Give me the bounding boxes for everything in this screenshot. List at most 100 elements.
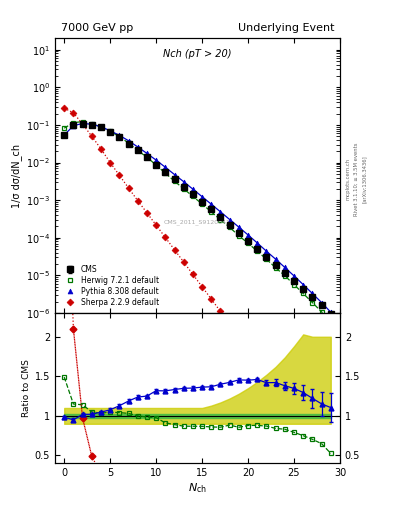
Pythia 8.308 default — [227, 217, 232, 223]
Herwig 7.2.1 default — [255, 248, 260, 254]
Herwig 7.2.1 default — [283, 272, 287, 279]
Pythia 8.308 default — [80, 120, 85, 126]
Sherpa 2.2.9 default — [181, 259, 186, 265]
Sherpa 2.2.9 default — [163, 234, 168, 241]
Sherpa 2.2.9 default — [209, 296, 214, 302]
Herwig 7.2.1 default — [117, 134, 122, 140]
Herwig 7.2.1 default — [292, 282, 296, 288]
Legend: CMS, Herwig 7.2.1 default, Pythia 8.308 default, Sherpa 2.2.9 default: CMS, Herwig 7.2.1 default, Pythia 8.308 … — [58, 262, 162, 310]
Herwig 7.2.1 default — [246, 240, 250, 246]
Herwig 7.2.1 default — [209, 209, 214, 215]
Pythia 8.308 default — [181, 179, 186, 185]
Pythia 8.308 default — [117, 132, 122, 138]
Herwig 7.2.1 default — [99, 124, 103, 130]
Pythia 8.308 default — [62, 132, 66, 138]
Pythia 8.308 default — [209, 201, 214, 207]
Pythia 8.308 default — [126, 138, 131, 144]
Herwig 7.2.1 default — [227, 224, 232, 230]
Line: Pythia 8.308 default: Pythia 8.308 default — [62, 121, 333, 314]
Sherpa 2.2.9 default — [264, 371, 269, 377]
Pythia 8.308 default — [191, 186, 195, 192]
Text: Nch (pT > 20): Nch (pT > 20) — [163, 49, 232, 59]
Herwig 7.2.1 default — [145, 154, 149, 160]
Text: 7000 GeV pp: 7000 GeV pp — [61, 23, 133, 33]
Sherpa 2.2.9 default — [301, 422, 305, 428]
Sherpa 2.2.9 default — [99, 146, 103, 152]
Sherpa 2.2.9 default — [292, 409, 296, 415]
Line: Sherpa 2.2.9 default: Sherpa 2.2.9 default — [62, 105, 333, 466]
Herwig 7.2.1 default — [218, 217, 223, 223]
Sherpa 2.2.9 default — [108, 159, 112, 165]
Herwig 7.2.1 default — [172, 178, 177, 184]
Sherpa 2.2.9 default — [191, 271, 195, 278]
Herwig 7.2.1 default — [80, 118, 85, 124]
Pythia 8.308 default — [237, 224, 241, 230]
Sherpa 2.2.9 default — [200, 284, 204, 290]
Sherpa 2.2.9 default — [273, 383, 278, 390]
Pythia 8.308 default — [163, 164, 168, 170]
Sherpa 2.2.9 default — [135, 198, 140, 204]
Pythia 8.308 default — [255, 240, 260, 246]
Sherpa 2.2.9 default — [126, 185, 131, 191]
Sherpa 2.2.9 default — [246, 346, 250, 352]
Pythia 8.308 default — [292, 273, 296, 279]
Herwig 7.2.1 default — [191, 194, 195, 200]
Herwig 7.2.1 default — [237, 232, 241, 239]
Pythia 8.308 default — [329, 309, 333, 315]
Pythia 8.308 default — [71, 123, 76, 129]
Text: mcplots.cern.ch: mcplots.cern.ch — [345, 158, 350, 200]
Herwig 7.2.1 default — [310, 300, 315, 306]
Text: Underlying Event: Underlying Event — [238, 23, 334, 33]
Pythia 8.308 default — [154, 157, 158, 163]
Sherpa 2.2.9 default — [172, 247, 177, 253]
Text: CMS_2011_S9120041: CMS_2011_S9120041 — [164, 220, 231, 225]
Pythia 8.308 default — [301, 282, 305, 288]
Herwig 7.2.1 default — [154, 162, 158, 168]
Line: Herwig 7.2.1 default: Herwig 7.2.1 default — [62, 119, 333, 327]
Y-axis label: Ratio to CMS: Ratio to CMS — [22, 359, 31, 417]
Herwig 7.2.1 default — [329, 321, 333, 327]
Herwig 7.2.1 default — [126, 140, 131, 146]
Pythia 8.308 default — [264, 248, 269, 254]
Pythia 8.308 default — [273, 256, 278, 262]
Herwig 7.2.1 default — [181, 186, 186, 192]
Herwig 7.2.1 default — [62, 125, 66, 131]
Pythia 8.308 default — [145, 151, 149, 157]
Sherpa 2.2.9 default — [319, 447, 324, 454]
Herwig 7.2.1 default — [200, 201, 204, 207]
Pythia 8.308 default — [108, 127, 112, 134]
Herwig 7.2.1 default — [264, 256, 269, 262]
Pythia 8.308 default — [319, 300, 324, 306]
Pythia 8.308 default — [90, 121, 94, 127]
Herwig 7.2.1 default — [163, 170, 168, 176]
Sherpa 2.2.9 default — [227, 321, 232, 327]
Pythia 8.308 default — [135, 144, 140, 150]
Pythia 8.308 default — [200, 194, 204, 200]
Sherpa 2.2.9 default — [154, 222, 158, 228]
Herwig 7.2.1 default — [301, 290, 305, 296]
Pythia 8.308 default — [218, 209, 223, 215]
Pythia 8.308 default — [283, 264, 287, 270]
Herwig 7.2.1 default — [135, 147, 140, 154]
Herwig 7.2.1 default — [90, 121, 94, 127]
Pythia 8.308 default — [172, 172, 177, 178]
Herwig 7.2.1 default — [71, 120, 76, 126]
Herwig 7.2.1 default — [108, 128, 112, 134]
Herwig 7.2.1 default — [273, 265, 278, 271]
Sherpa 2.2.9 default — [218, 308, 223, 314]
Sherpa 2.2.9 default — [145, 210, 149, 216]
Sherpa 2.2.9 default — [310, 435, 315, 441]
Sherpa 2.2.9 default — [329, 460, 333, 466]
Pythia 8.308 default — [310, 290, 315, 296]
Text: [arXiv:1306.3436]: [arXiv:1306.3436] — [362, 155, 367, 203]
Pythia 8.308 default — [99, 123, 103, 130]
Sherpa 2.2.9 default — [255, 358, 260, 365]
Sherpa 2.2.9 default — [283, 396, 287, 402]
Pythia 8.308 default — [246, 232, 250, 238]
Text: Rivet 3.1.10; ≥ 3.5M events: Rivet 3.1.10; ≥ 3.5M events — [354, 142, 359, 216]
Sherpa 2.2.9 default — [117, 172, 122, 178]
Sherpa 2.2.9 default — [90, 133, 94, 139]
Herwig 7.2.1 default — [319, 309, 324, 315]
X-axis label: $N_\mathrm{ch}$: $N_\mathrm{ch}$ — [188, 481, 207, 495]
Y-axis label: 1/σ dσ/dN_ch: 1/σ dσ/dN_ch — [11, 144, 22, 208]
